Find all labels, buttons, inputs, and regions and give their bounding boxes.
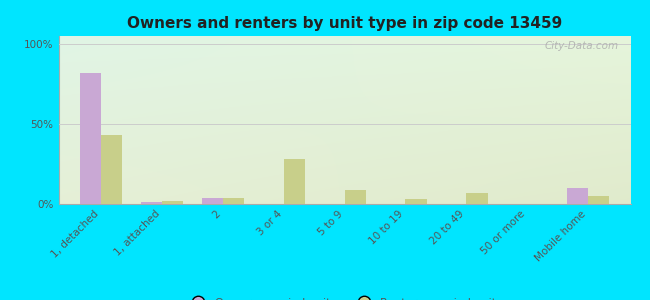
Bar [406,199,426,204]
Bar [202,198,223,204]
Title: Owners and renters by unit type in zip code 13459: Owners and renters by unit type in zip c… [127,16,562,31]
Legend: Owner occupied units, Renter occupied units: Owner occupied units, Renter occupied un… [183,294,506,300]
Bar [223,198,244,204]
Bar [588,196,609,204]
Bar [567,188,588,204]
Bar [140,202,162,204]
Bar [283,159,305,204]
Text: City-Data.com: City-Data.com [545,41,619,51]
Bar [162,201,183,204]
Bar [466,193,488,204]
Bar [101,135,122,204]
Bar [344,190,366,204]
Bar [80,73,101,204]
